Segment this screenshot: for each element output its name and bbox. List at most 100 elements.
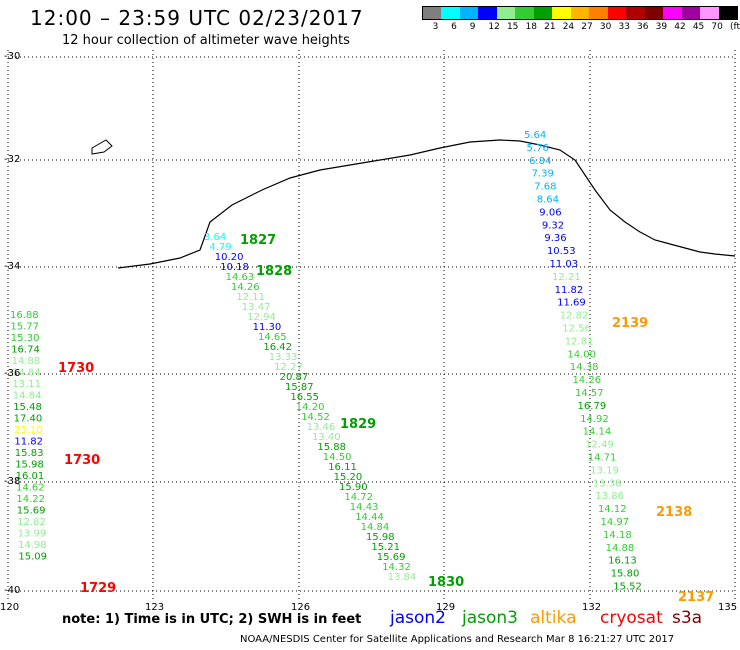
wave-height-value: 14.84: [361, 522, 390, 533]
color-swatch: [700, 7, 719, 19]
color-scale-label: 39: [655, 22, 668, 32]
wave-height-value: 20.87: [280, 372, 309, 383]
pass-time-label: 2139: [612, 316, 648, 331]
color-swatch: [663, 7, 682, 19]
wave-height-value: 15.69: [17, 506, 46, 517]
color-swatch: [589, 7, 608, 19]
color-scale-label: 12: [488, 22, 500, 32]
wave-height-value: 16.11: [328, 462, 357, 473]
wave-height-value: 16.42: [263, 342, 292, 353]
wave-height-value: 14.20: [296, 402, 325, 413]
wave-height-value: 12.82: [17, 517, 46, 528]
wave-height-value: 4.79: [209, 242, 231, 253]
color-swatch: [626, 7, 645, 19]
wave-height-value: 9.06: [539, 207, 561, 218]
color-swatch: [459, 7, 479, 19]
wave-height-value: 15.83: [15, 448, 44, 459]
wave-height-value: 9.36: [544, 233, 566, 244]
wave-height-points: 16.8815.7715.3016.7414.8814.8413.1114.84…: [10, 130, 642, 593]
wave-height-value: 16.55: [290, 392, 319, 403]
wave-height-value: 15.20: [334, 472, 363, 483]
wave-height-value: 15.77: [10, 322, 39, 333]
wave-height-value: 5.64: [524, 130, 546, 141]
wave-height-value: 14.72: [344, 492, 373, 503]
color-scale-label: 70: [711, 22, 723, 32]
longitude-label: 132: [582, 602, 602, 613]
wave-height-value: 12.11: [236, 292, 265, 303]
wave-height-value: 15.52: [613, 582, 642, 593]
wave-height-value: 14.63: [226, 272, 255, 283]
pass-time-label: 1828: [256, 264, 292, 279]
wave-height-value: 15.69: [377, 552, 406, 563]
color-scale-label: 15: [506, 22, 519, 32]
credit-line: NOAA/NESDIS Center for Satellite Applica…: [240, 634, 675, 645]
map-subtitle: 12 hour collection of altimeter wave hei…: [62, 33, 350, 48]
wave-height-value: 13.46: [307, 422, 336, 433]
wave-height-value: 23.10: [14, 425, 43, 436]
color-swatch: [478, 7, 497, 19]
legend-jason3: jason3: [462, 608, 518, 628]
pass-time-label: 1729: [80, 581, 116, 596]
longitude-label: 123: [145, 602, 165, 613]
color-scale-label: 21: [544, 22, 556, 32]
color-swatch: [718, 7, 737, 19]
wave-height-value: 14.84: [12, 368, 41, 379]
wave-height-value: 14.26: [231, 282, 260, 293]
wave-height-value: 13.84: [388, 572, 417, 583]
wave-height-value: 13.33: [269, 352, 298, 363]
latitude-label: -36: [4, 368, 21, 379]
wave-height-value: 15.98: [366, 532, 395, 543]
wave-height-value: 15.87: [285, 382, 314, 393]
longitude-label: 135: [718, 602, 738, 613]
color-swatch: [441, 7, 460, 19]
latitude-label: -38: [4, 476, 21, 487]
wave-height-value: 14.14: [583, 427, 612, 438]
legend-altika: altika: [530, 608, 577, 628]
pass-time-label: 1829: [340, 417, 376, 432]
wave-height-value: 14.26: [572, 375, 601, 386]
wave-height-value: 14.44: [355, 512, 384, 523]
wave-height-value: 7.68: [534, 182, 556, 193]
color-swatch: [423, 7, 442, 19]
wave-height-value: 14.50: [323, 452, 352, 463]
wave-height-value: 15.09: [18, 552, 47, 563]
wave-height-value: 9.32: [542, 220, 564, 231]
wave-height-value: 16.13: [608, 556, 637, 567]
color-scale-label: 9: [469, 22, 476, 32]
legend-s3a: s3a: [672, 608, 703, 628]
wave-height-value: 10.20: [215, 252, 244, 263]
wave-height-value: 11.82: [14, 437, 43, 448]
wave-height-value: 14.57: [575, 388, 604, 399]
wave-height-value: 16.88: [10, 310, 39, 321]
wave-height-value: 14.38: [570, 362, 599, 373]
wave-height-value: 11.30: [253, 322, 282, 333]
wave-height-value: 14.32: [382, 562, 411, 573]
latitude-label: -32: [4, 154, 21, 165]
pass-time-label: 1730: [64, 453, 100, 468]
wave-height-value: 13.86: [595, 491, 624, 502]
pass-time-label: 1827: [240, 233, 276, 248]
wave-height-value: 14.98: [18, 540, 47, 551]
color-scale-label: 24: [562, 22, 575, 32]
wave-height-value: 16.74: [11, 345, 40, 356]
legend-jason2: jason2: [390, 608, 446, 628]
pass-time-label: 1830: [428, 575, 464, 590]
color-swatch: [570, 7, 590, 19]
wave-height-value: 15.80: [611, 569, 640, 580]
wave-height-value: 15.88: [317, 442, 346, 453]
pass-time-label: 2138: [656, 505, 692, 520]
wave-height-value: 5.76: [527, 143, 549, 154]
coastline: [117, 139, 736, 269]
wave-height-value: 11.82: [555, 285, 584, 296]
color-swatch: [681, 7, 701, 19]
color-scale-label: (ft): [730, 22, 740, 32]
wave-height-value: 14.88: [12, 356, 41, 367]
wave-height-value: 14.92: [580, 414, 609, 425]
longitude-label: 126: [291, 602, 311, 613]
color-scale-label: 36: [637, 22, 649, 32]
wave-height-value: 12.81: [565, 336, 594, 347]
wave-height-value: 14.84: [13, 391, 42, 402]
wave-height-value: 13.40: [312, 432, 341, 443]
color-swatch: [552, 7, 571, 19]
wave-height-value: 15.98: [15, 460, 44, 471]
